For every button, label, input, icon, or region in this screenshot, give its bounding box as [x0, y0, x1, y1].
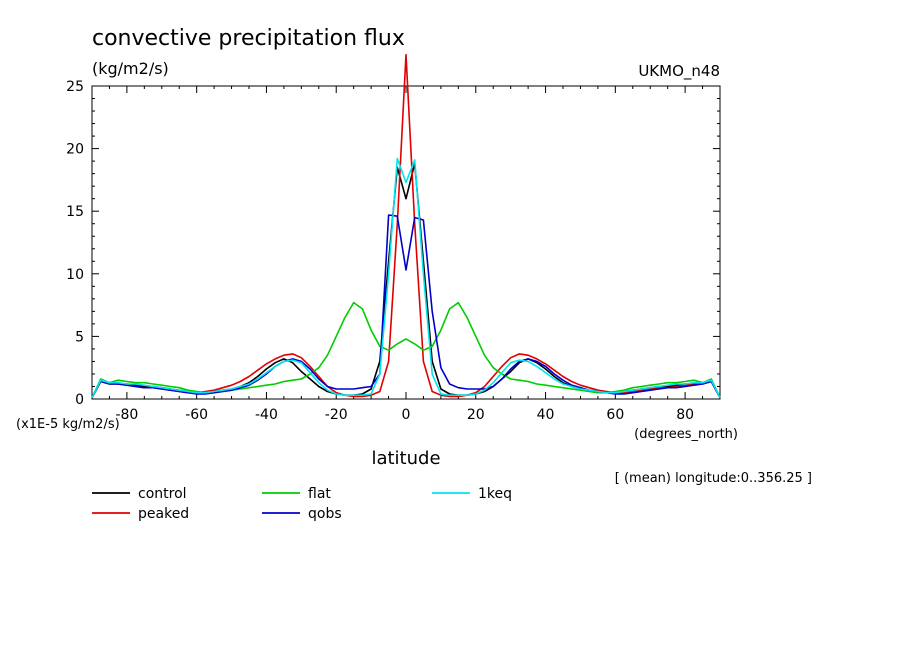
x-tick-label: 0: [402, 407, 411, 423]
x-tick-label: 80: [676, 407, 694, 423]
chart-title: convective precipitation flux: [92, 26, 405, 51]
y-tick-label: 15: [66, 204, 84, 220]
x-tick-label: -80: [115, 407, 138, 423]
series-line-qobs: [91, 214, 721, 399]
series-line-control: [91, 162, 721, 399]
model-label: UKMO_n48: [638, 62, 720, 81]
x-tick-label: -40: [255, 407, 278, 423]
x-tick-label: 20: [467, 407, 485, 423]
series-line-1keq: [91, 157, 721, 399]
series-line-peaked: [91, 53, 721, 399]
plot-frame: [91, 85, 721, 400]
y-tick-label: 20: [66, 142, 84, 158]
x-tick-label: -20: [325, 407, 348, 423]
legend-label-flat: flat: [308, 486, 331, 502]
y-scale-label: (x1E-5 kg/m2/s): [16, 417, 120, 432]
x-tick-label: -60: [185, 407, 208, 423]
y-units-label: (kg/m2/s): [92, 59, 169, 78]
y-tick-label: 25: [66, 79, 84, 95]
y-tick-label: 10: [66, 267, 84, 283]
legend-label-peaked: peaked: [138, 506, 189, 522]
plot-area: -80 -60 -40 -20 0 20 40 60 80 0 5 10 15 20 25: [66, 53, 721, 423]
x-units-label: (degrees_north): [634, 427, 738, 442]
y-tick-label: 0: [75, 392, 84, 408]
x-tick-label: 40: [537, 407, 555, 423]
legend-label-1keq: 1keq: [478, 486, 512, 502]
chart-subtitle: [ (mean) longitude:0..356.25 ]: [615, 471, 812, 486]
legend: control peaked flat qobs 1keq: [92, 486, 512, 522]
y-tick-label: 5: [75, 329, 84, 345]
x-tick-label: 60: [606, 407, 624, 423]
series-line-flat: [91, 301, 721, 399]
legend-label-control: control: [138, 486, 187, 502]
legend-label-qobs: qobs: [308, 506, 342, 522]
x-axis-label: latitude: [371, 448, 440, 469]
